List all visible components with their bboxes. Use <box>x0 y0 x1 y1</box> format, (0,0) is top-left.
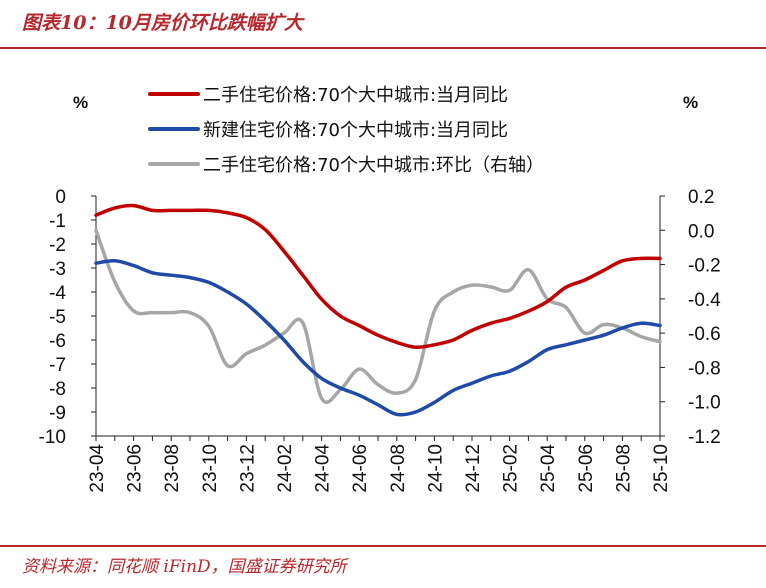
chart-axes: 0 -1 -2 -3 -4 -5 -6 -7 -8 -9 -10 0.2 0.0 -0.2 -0.4 -0.6… <box>39 187 722 448</box>
left-tick-label: -2 <box>49 235 66 256</box>
right-tick-label: -0.8 <box>688 358 721 379</box>
x-tick-label: 23-10 <box>200 444 221 493</box>
secondhand-yoy-line <box>94 203 662 350</box>
legend-item-new-home-yoy: 新建住宅价格:70个大中城市:当月同比 <box>148 120 508 141</box>
right-tick-label: -1.0 <box>688 393 721 414</box>
left-tick-label: -9 <box>49 403 66 424</box>
right-tick-label: -0.2 <box>688 256 721 277</box>
left-tick-label: -3 <box>49 259 66 280</box>
x-tick-label: 24-10 <box>425 444 446 493</box>
x-tick-label: 23-08 <box>162 444 183 493</box>
chart-series <box>94 203 662 417</box>
right-tick-label: 0.0 <box>688 221 714 242</box>
right-unit-label: % <box>683 93 698 112</box>
x-tick-label: 25-02 <box>501 444 522 493</box>
left-unit-label: % <box>73 93 88 112</box>
x-tick-label: 23-06 <box>125 444 146 493</box>
x-tick-label: 25-06 <box>576 444 597 493</box>
x-tick-label: 24-04 <box>313 444 334 493</box>
x-tick-label: 25-04 <box>538 444 559 493</box>
right-tick-label: 0.2 <box>688 187 714 208</box>
top-divider <box>0 47 766 49</box>
source-note: 资料来源：同花顺 iFinD，国盛证券研究所 <box>22 557 347 577</box>
left-tick-label: -5 <box>49 307 66 328</box>
new-home-yoy-line <box>94 259 662 417</box>
legend-label: 二手住宅价格:70个大中城市:当月同比 <box>203 85 508 106</box>
legend-item-secondhand-mom: 二手住宅价格:70个大中城市:环比（右轴） <box>148 155 544 176</box>
x-tick-label: 24-12 <box>463 444 484 493</box>
legend-item-secondhand-yoy: 二手住宅价格:70个大中城市:当月同比 <box>148 85 508 106</box>
right-tick-label: -0.4 <box>688 290 721 311</box>
left-tick-label: -1 <box>49 211 66 232</box>
left-tick-label: -10 <box>39 427 66 448</box>
right-tick-label: -1.2 <box>688 427 721 448</box>
x-tick-label: 25-08 <box>613 444 634 493</box>
chart-title: 图表10：10月房价环比跌幅扩大 <box>22 12 303 34</box>
x-tick-label: 24-06 <box>350 444 371 493</box>
x-tick-label: 24-02 <box>275 444 296 493</box>
x-tick-label: 24-08 <box>388 444 409 493</box>
secondhand-mom-line <box>94 228 662 405</box>
legend-label: 二手住宅价格:70个大中城市:环比（右轴） <box>203 155 544 176</box>
left-tick-label: -8 <box>49 379 66 400</box>
x-axis-labels: 23-04 23-06 23-08 23-10 23-12 24-02 24-04 24-06… <box>87 444 672 493</box>
left-tick-label: -4 <box>49 283 66 304</box>
bottom-divider <box>0 545 766 547</box>
legend-label: 新建住宅价格:70个大中城市:当月同比 <box>203 120 508 141</box>
left-tick-label: -7 <box>49 355 66 376</box>
left-tick-label: -6 <box>49 331 66 352</box>
right-tick-label: -0.6 <box>688 324 721 345</box>
x-tick-label: 23-04 <box>87 444 108 493</box>
x-tick-label: 25-10 <box>651 444 672 493</box>
x-tick-label: 23-12 <box>237 444 258 493</box>
left-tick-label: 0 <box>55 187 66 208</box>
chart-legend: 二手住宅价格:70个大中城市:当月同比新建住宅价格:70个大中城市:当月同比二手… <box>148 85 544 176</box>
